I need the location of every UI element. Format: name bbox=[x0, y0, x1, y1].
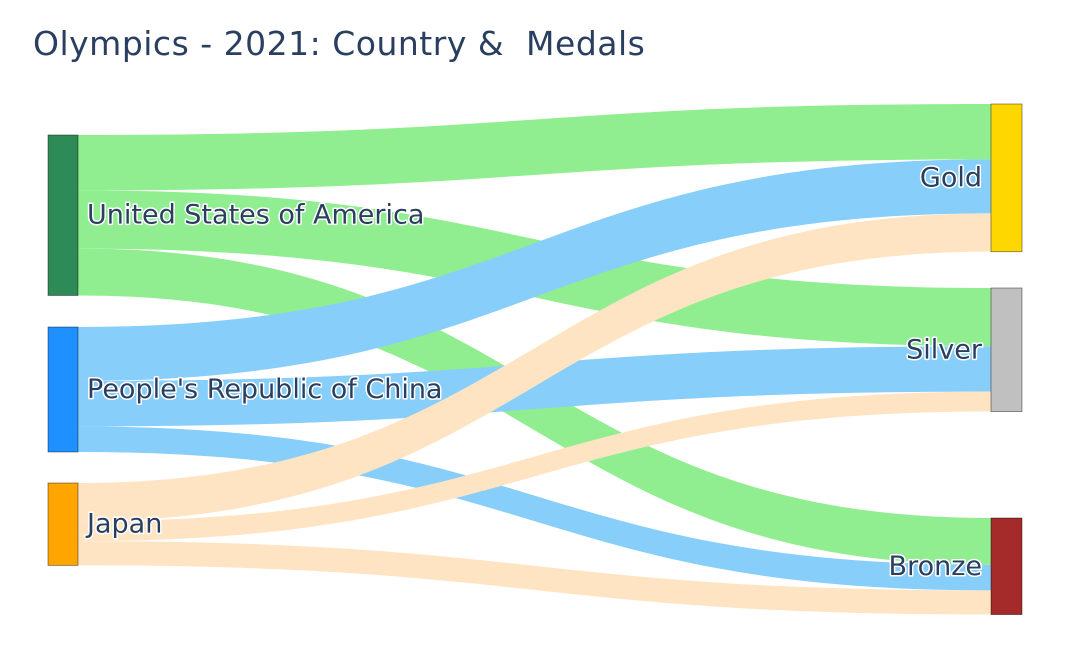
sankey-link-china-gold[interactable] bbox=[78, 159, 991, 381]
node-label-japan: Japan bbox=[85, 509, 162, 540]
sankey-node-usa[interactable] bbox=[47, 134, 79, 296]
sankey-link-china-bronze[interactable] bbox=[78, 426, 991, 591]
sankey-link-usa-gold[interactable] bbox=[78, 104, 991, 191]
sankey-node-china[interactable] bbox=[47, 326, 79, 453]
node-label-usa: United States of America bbox=[87, 200, 424, 231]
sankey-link-japan-silver[interactable] bbox=[78, 391, 991, 542]
node-label-bronze: Bronze bbox=[889, 551, 982, 582]
node-label-gold: Gold bbox=[920, 162, 982, 193]
sankey-node-japan[interactable] bbox=[47, 482, 79, 566]
sankey-node-gold[interactable] bbox=[990, 103, 1023, 253]
sankey-link-japan-bronze[interactable] bbox=[78, 541, 991, 615]
sankey-node-bronze[interactable] bbox=[990, 517, 1023, 615]
node-label-china: People's Republic of China bbox=[87, 374, 442, 405]
sankey-link-japan-gold[interactable] bbox=[78, 213, 991, 522]
chart-title: Olympics - 2021: Country & Medals bbox=[33, 24, 646, 63]
node-label-silver: Silver bbox=[906, 334, 983, 365]
sankey-node-silver[interactable] bbox=[990, 287, 1023, 412]
